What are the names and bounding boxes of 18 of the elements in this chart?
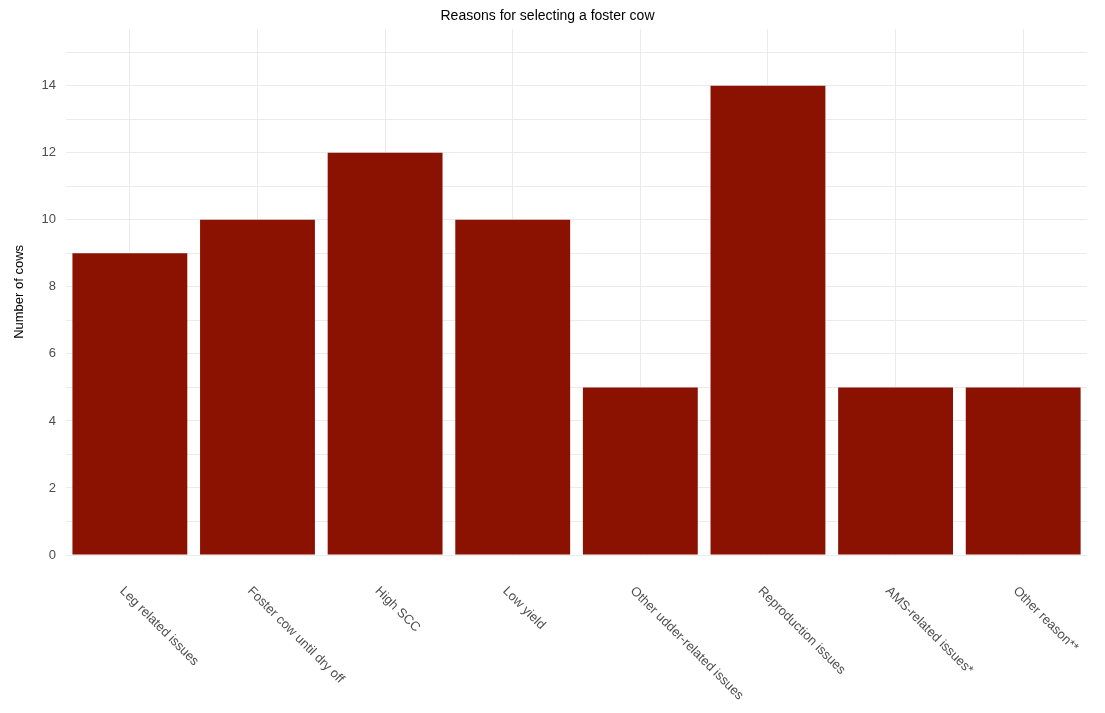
chart-title: Reasons for selecting a foster cow xyxy=(440,7,656,24)
bar xyxy=(200,219,315,555)
bar xyxy=(710,85,826,555)
y-tick-label: 8 xyxy=(48,278,57,294)
y-tick-label: 6 xyxy=(48,345,57,361)
bar xyxy=(838,387,953,555)
y-tick-label: 2 xyxy=(48,479,57,495)
bar xyxy=(72,253,188,555)
bar xyxy=(455,219,571,555)
y-tick-label: 4 xyxy=(48,412,57,428)
bar xyxy=(582,387,698,555)
bar xyxy=(327,152,443,555)
y-tick-label: 12 xyxy=(41,144,57,160)
y-tick-label: 10 xyxy=(41,211,57,227)
y-tick-label: 14 xyxy=(41,77,57,93)
y-axis-title: Number of cows xyxy=(11,244,27,339)
y-tick-label: 0 xyxy=(48,546,57,562)
bar xyxy=(965,387,1081,555)
